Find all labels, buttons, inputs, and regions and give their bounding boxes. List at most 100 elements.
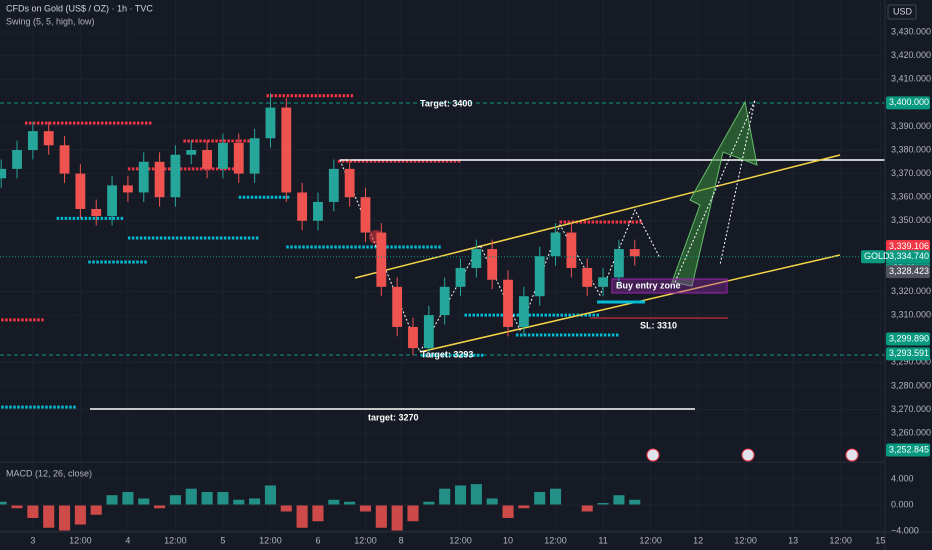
x-tick-label: 13 xyxy=(788,535,798,545)
candle-body xyxy=(566,232,577,268)
y-tick-label: 3,390.000 xyxy=(891,121,931,131)
annotation: target: 3270 xyxy=(368,412,419,422)
price-badge-label: 3,334.740 xyxy=(889,251,929,261)
price-badge xyxy=(886,347,930,361)
macd-bar xyxy=(201,491,213,505)
channel-upper xyxy=(354,154,841,279)
macd-bar xyxy=(391,504,403,532)
macd-pane xyxy=(0,478,885,532)
x-tick-label: 4 xyxy=(125,535,130,545)
macd-bar xyxy=(233,499,245,505)
candle-body xyxy=(186,150,197,155)
price-badge xyxy=(886,443,930,457)
y-tick-label: 3,280.000 xyxy=(891,380,931,390)
macd-bar xyxy=(581,504,593,512)
y-tick-label: 3,410.000 xyxy=(891,74,931,84)
y2-tick-label: −4.000 xyxy=(891,525,919,535)
candle-body xyxy=(550,232,561,257)
candle-body xyxy=(138,161,149,193)
candle-body xyxy=(27,131,38,151)
candle-body xyxy=(439,286,450,316)
annotation: Buy entry zone xyxy=(616,280,681,290)
macd-bar xyxy=(534,491,546,505)
x-tick-label: 10 xyxy=(503,535,513,545)
macd-bar xyxy=(169,495,181,505)
candle-body xyxy=(170,154,181,198)
candle-body xyxy=(423,315,434,349)
candle-body xyxy=(0,168,7,179)
macd-bar xyxy=(629,499,641,505)
macd-bar xyxy=(122,491,134,505)
swing-levels xyxy=(1,94,643,409)
symbol-badge xyxy=(861,250,885,264)
x-tick-label: 15 xyxy=(875,535,885,545)
macd-bar xyxy=(407,504,419,522)
event-icon[interactable] xyxy=(741,448,755,462)
indicator-label: Swing (5, 5, high, low) xyxy=(6,16,95,26)
candle-body xyxy=(154,161,165,198)
candle-body xyxy=(249,138,260,174)
candle-body xyxy=(233,142,244,174)
macd-bar xyxy=(249,498,261,505)
candle-body xyxy=(75,173,86,209)
x-tick-label: 12:00 xyxy=(69,535,92,545)
macd-bar xyxy=(154,504,166,509)
candle-body xyxy=(503,279,513,327)
macd-bar xyxy=(550,488,562,505)
candle-body xyxy=(43,131,54,146)
x-tick-label: 8 xyxy=(399,535,404,545)
macd-bar xyxy=(43,504,55,528)
candle-body xyxy=(59,145,70,174)
currency-box[interactable] xyxy=(887,4,917,20)
x-tick-label: 12:00 xyxy=(544,535,567,545)
x-tick-label: 11 xyxy=(598,535,607,545)
macd-bar xyxy=(312,504,324,522)
event-icon[interactable] xyxy=(646,448,660,462)
candle-body xyxy=(122,185,133,193)
macd-bar xyxy=(74,504,86,525)
x-tick-label: 3 xyxy=(30,535,35,545)
candle-body xyxy=(613,249,624,278)
y-tick-label: 3,260.000 xyxy=(891,427,931,437)
candle-body xyxy=(534,256,545,297)
macd-bar xyxy=(27,504,39,518)
macd-bar xyxy=(597,503,609,505)
price-badge-label: 3,299.890 xyxy=(889,333,929,343)
price-badge-label: 3,339.106 xyxy=(889,241,929,251)
x-tick-label: 12:00 xyxy=(449,535,472,545)
candle-body xyxy=(455,267,466,287)
macd-bar xyxy=(59,504,71,532)
macd-bar xyxy=(518,504,530,509)
y-tick-label: 3,380.000 xyxy=(891,144,931,154)
x-tick-label: 12:00 xyxy=(829,535,852,545)
x-tick-label: 12:00 xyxy=(639,535,662,545)
macd-label: MACD (12, 26, close) xyxy=(6,468,92,478)
currency[interactable]: USD xyxy=(893,6,913,16)
candle-body xyxy=(629,249,640,257)
macd-bar xyxy=(470,484,482,505)
x-tick-label: 12:00 xyxy=(164,535,187,545)
macd-bar xyxy=(486,498,498,505)
candle-body xyxy=(265,107,276,139)
price-badge-label: 3,293.591 xyxy=(889,348,929,358)
price-badge-label: 3,252.845 xyxy=(889,444,929,454)
price-badge xyxy=(886,96,930,110)
x-tick-label: 12 xyxy=(693,535,703,545)
candles xyxy=(0,93,861,356)
macd-bar xyxy=(138,498,150,505)
buy-zone xyxy=(611,278,728,294)
candle-body xyxy=(218,142,228,169)
candle-body xyxy=(408,326,418,349)
x-tick-label: 6 xyxy=(315,535,320,545)
macd-bar xyxy=(280,504,292,512)
macd-bar xyxy=(11,504,23,509)
axes: 3,430.000 3,420.000 3,410.000 3,390.000 3,38… xyxy=(30,26,931,545)
event-icon[interactable] xyxy=(845,448,859,462)
macd-bar xyxy=(106,495,118,505)
x-tick-label: 12:00 xyxy=(734,535,757,545)
macd-bar xyxy=(328,499,340,505)
candle-body xyxy=(313,201,323,221)
y-tick-label: 3,360.000 xyxy=(891,192,931,202)
